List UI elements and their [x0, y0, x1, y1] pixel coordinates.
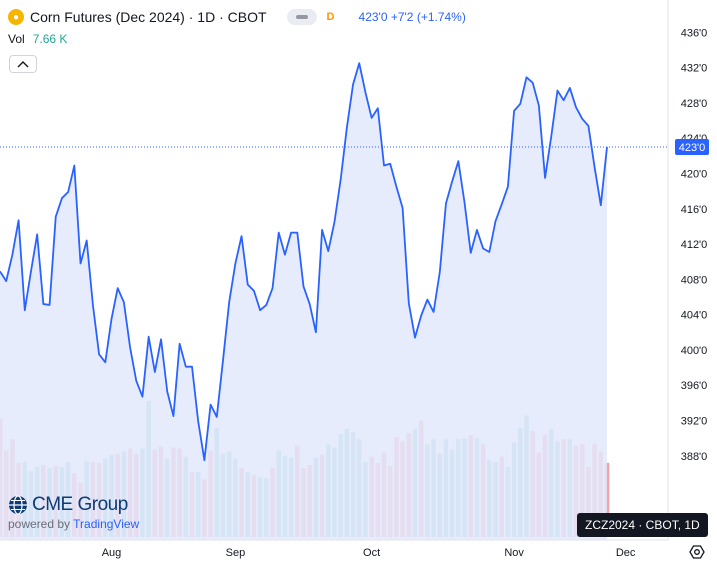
price-tick-label: 432'0: [681, 63, 708, 75]
price-tick-label: 404'0: [681, 310, 708, 322]
volume-legend: Vol 7.66 K: [8, 32, 67, 46]
watermark-brand: CME Group: [32, 494, 128, 515]
last-price-tag-bg: [675, 139, 709, 155]
chart-settings-button[interactable]: [686, 541, 708, 563]
chevron-up-icon: [17, 61, 29, 68]
corn-icon: ●: [8, 9, 24, 25]
price-tick-label: 428'0: [681, 98, 708, 110]
symbol-tooltip: ZCZ2024 · CBOT, 1D: [577, 513, 708, 537]
volume-value: 7.66 K: [32, 32, 68, 46]
price-tick-label: 436'0: [681, 27, 708, 39]
price-tick-label: 400'0: [681, 345, 708, 357]
price-area: [0, 63, 607, 540]
price-tick-label: 388'0: [681, 451, 708, 463]
time-tick-label: Oct: [363, 547, 380, 559]
time-tick-label: Dec: [616, 547, 636, 559]
price-tick-label: 408'0: [681, 274, 708, 286]
last-price-tag: 423'0: [675, 139, 709, 155]
chart-header: ● Corn Futures (Dec 2024) · 1D · CBOT D …: [8, 6, 466, 28]
collapse-legend-button[interactable]: [9, 55, 37, 73]
watermark-powered-by: powered by: [8, 517, 71, 531]
price-tick-label: 416'0: [681, 204, 708, 216]
hide-legend-toggle-icon[interactable]: [286, 9, 317, 25]
last-price-tag-label: 423'0: [679, 142, 706, 154]
settings-hexagon-icon: [689, 545, 705, 559]
cme-globe-icon: [9, 495, 27, 515]
price-tick-label: 412'0: [681, 239, 708, 251]
time-axis[interactable]: Aug Sep Oct Nov Dec: [102, 547, 636, 559]
price-axis[interactable]: 388'0 392'0 396'0 400'0 404'0 408'0 412'0 416'0…: [681, 27, 708, 463]
price-tick-label: 396'0: [681, 380, 708, 392]
price-tick-label: 420'0: [681, 169, 708, 181]
time-tick-label: Sep: [226, 547, 246, 559]
time-tick-label: Aug: [102, 547, 122, 559]
price-line[interactable]: [0, 62, 608, 462]
watermark: CME Group powered by TradingView: [8, 494, 139, 531]
delayed-data-badge[interactable]: D: [326, 11, 335, 23]
last-price-change: 423'0 +7'2 (+1.74%): [358, 10, 466, 24]
watermark-provider: TradingView: [73, 517, 140, 531]
symbol-title[interactable]: Corn Futures (Dec 2024) · 1D · CBOT: [30, 9, 267, 25]
volume-label[interactable]: Vol: [8, 32, 25, 46]
time-tick-label: Nov: [504, 547, 524, 559]
price-tick-label: 392'0: [681, 416, 708, 428]
